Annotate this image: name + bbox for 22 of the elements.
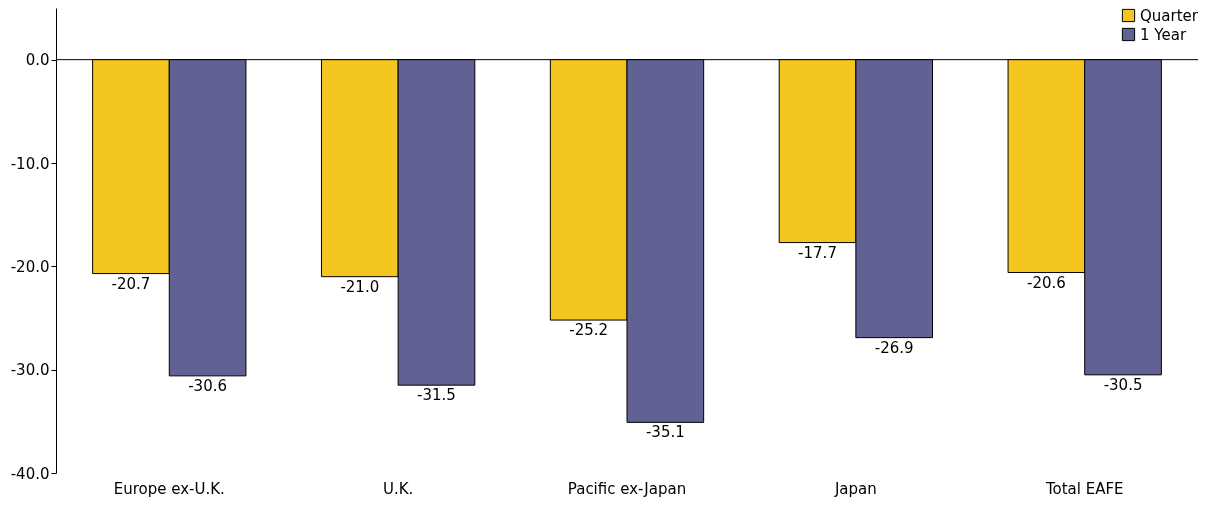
x-tick-label: Pacific ex-Japan (567, 479, 687, 498)
x-tick-label: Europe ex-U.K. (113, 479, 225, 498)
data-label: -20.7 (111, 274, 151, 293)
data-label: -35.1 (645, 423, 685, 442)
data-label: -20.6 (1026, 273, 1066, 292)
y-tick-label: -20.0 (10, 257, 50, 276)
data-label: -25.2 (569, 321, 609, 340)
data-label: -21.0 (340, 277, 380, 296)
y-tick-label: -30.0 (10, 361, 50, 380)
x-tick-label: Total EAFE (1044, 479, 1124, 498)
data-label: -30.6 (188, 376, 228, 395)
y-tick-label: 0.0 (25, 51, 50, 70)
data-label: -26.9 (874, 338, 914, 357)
x-tick-label: U.K. (382, 479, 414, 498)
y-tick-label: -40.0 (10, 464, 50, 483)
data-label: -31.5 (417, 386, 456, 405)
data-label: -17.7 (798, 243, 837, 262)
legend-label: Quarter (1140, 6, 1199, 25)
data-label: -30.5 (1103, 375, 1143, 394)
legend-label: 1 Year (1140, 25, 1187, 44)
y-tick-label: -10.0 (10, 154, 50, 173)
x-tick-label: Japan (833, 479, 877, 498)
